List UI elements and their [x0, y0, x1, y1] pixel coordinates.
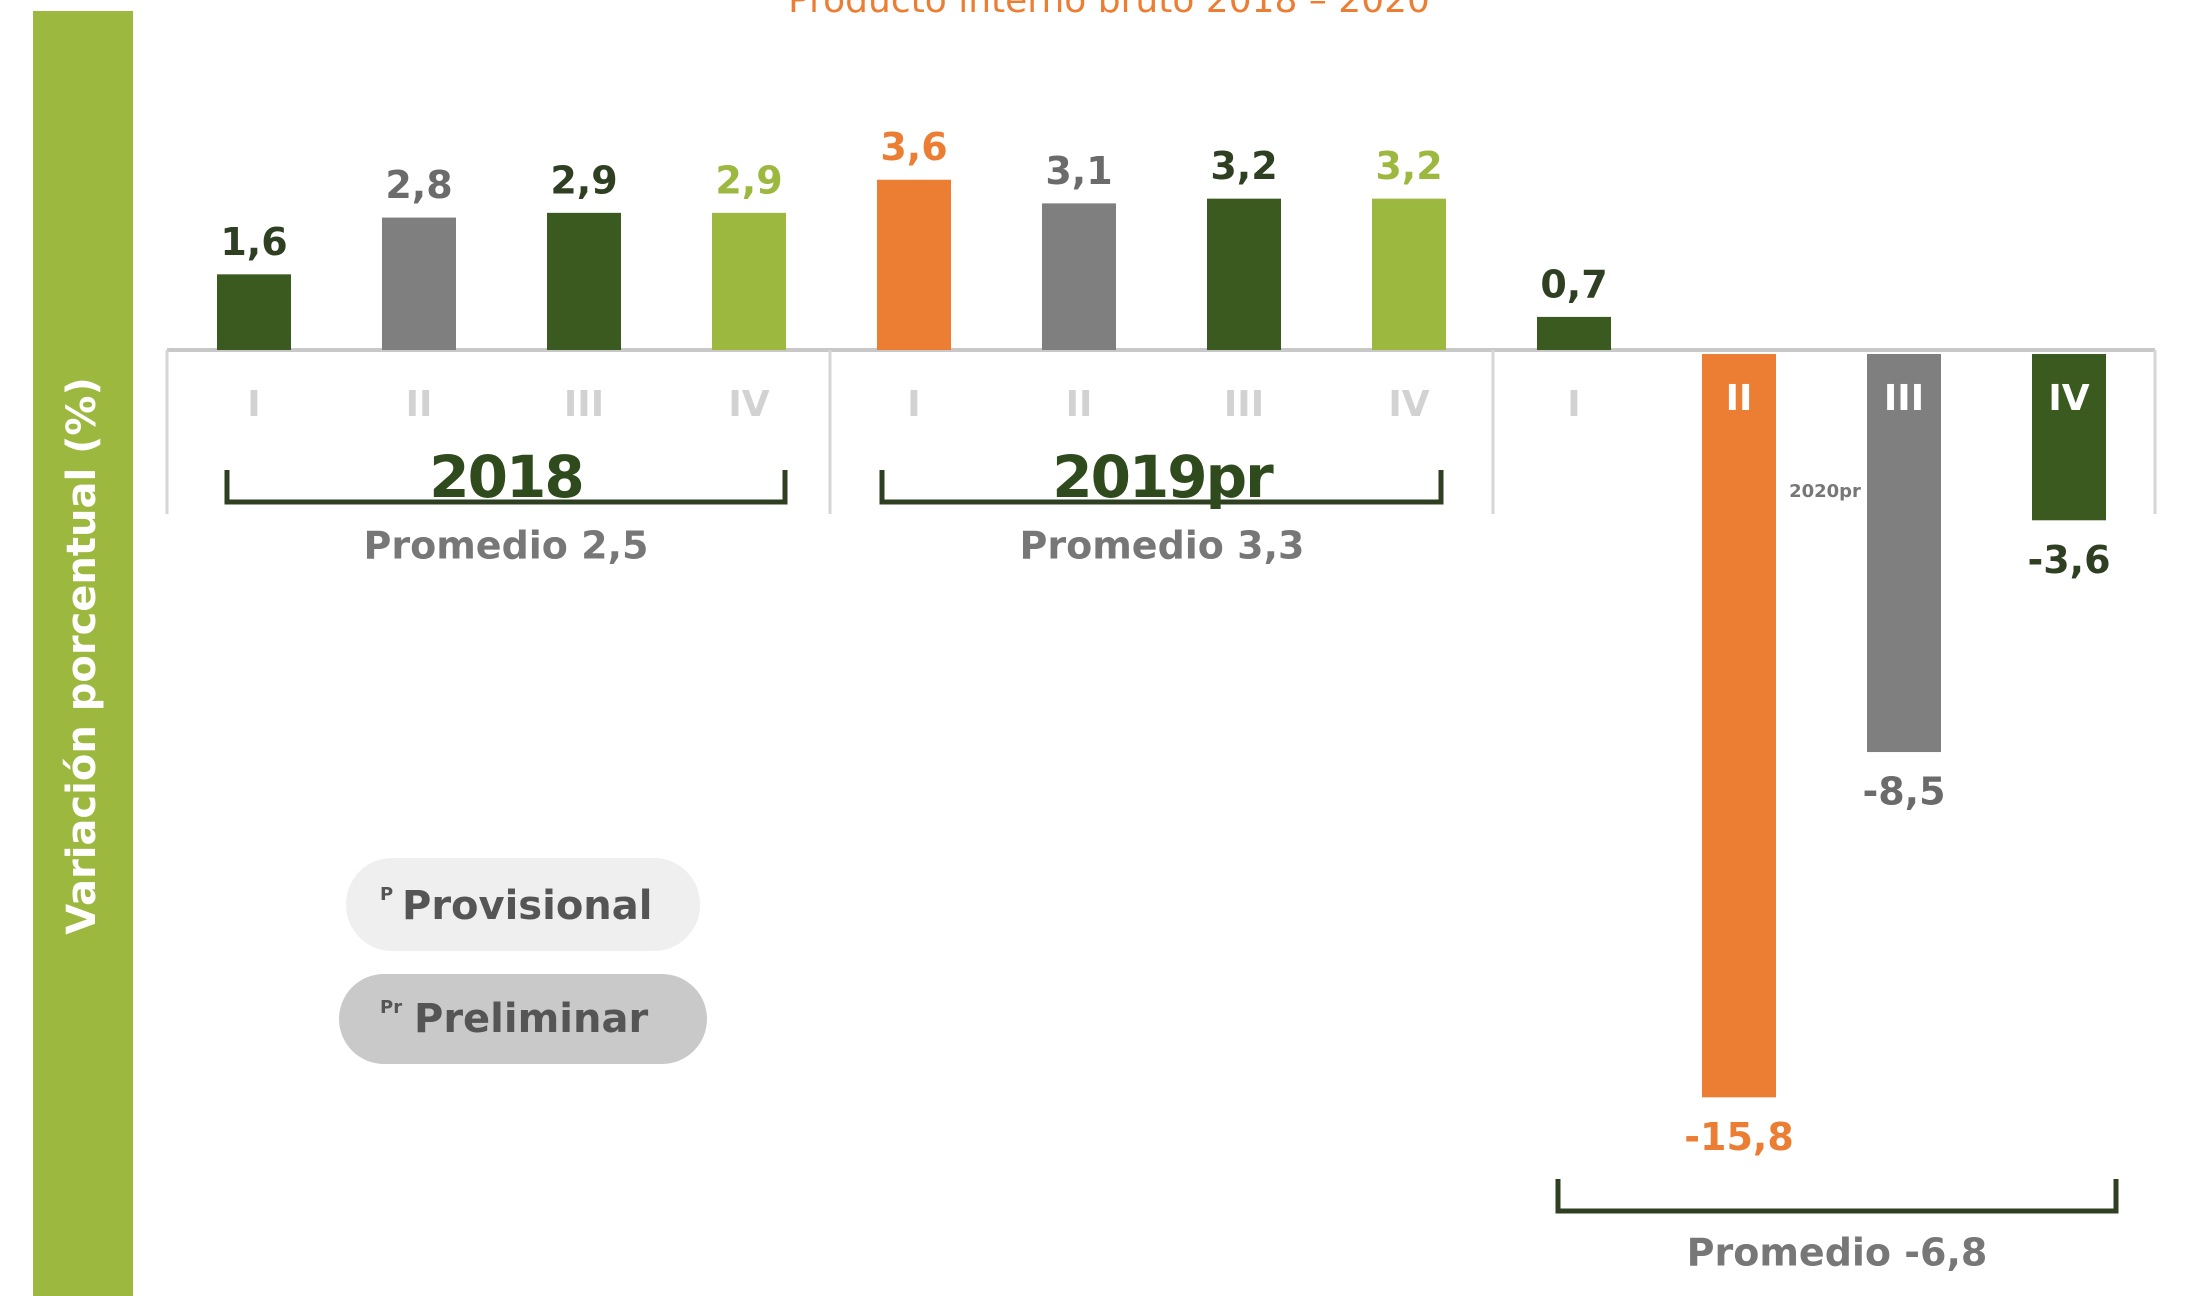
y-axis-label: Variación porcentual (%) — [59, 377, 105, 935]
legend-mark: P — [380, 884, 393, 905]
legend-mark: Pr — [380, 997, 402, 1018]
bar — [1042, 203, 1116, 351]
x-tick-label: III — [1884, 378, 1924, 419]
x-tick-label: I — [907, 384, 920, 425]
x-tick-label: II — [1726, 378, 1753, 419]
value-label: 3,2 — [1210, 144, 1277, 188]
bar — [1702, 354, 1776, 1098]
bar — [382, 217, 456, 351]
legend-text: Preliminar — [414, 996, 648, 1042]
legend-pill — [339, 974, 707, 1064]
bar — [547, 212, 621, 351]
x-tick-label: IV — [2048, 378, 2089, 419]
legend-text: Provisional — [402, 883, 653, 929]
x-tick-label: IV — [1388, 384, 1429, 425]
group-bracket — [224, 470, 788, 505]
bar — [712, 212, 786, 351]
bar — [2032, 354, 2106, 521]
value-label: 3,1 — [1045, 149, 1112, 193]
bar — [877, 179, 951, 351]
value-label: 2,9 — [550, 158, 617, 202]
value-label: -15,8 — [1684, 1115, 1794, 1159]
x-tick-label: II — [1066, 384, 1093, 425]
bar — [1867, 354, 1941, 753]
x-tick-label: III — [564, 384, 604, 425]
value-label: 3,2 — [1375, 144, 1442, 188]
y-label-band — [33, 11, 133, 1296]
group-bracket — [879, 470, 1444, 505]
bar — [1372, 198, 1446, 351]
group-label: 2020pr — [1789, 481, 1861, 502]
x-tick-label: II — [406, 384, 433, 425]
bar — [1207, 198, 1281, 351]
group-bracket — [1555, 1179, 2119, 1214]
value-label: 2,8 — [385, 163, 452, 207]
group-note: Promedio 3,3 — [1020, 524, 1305, 568]
value-label: 3,6 — [880, 125, 947, 169]
x-tick-label: I — [247, 384, 260, 425]
value-label: 2,9 — [715, 158, 782, 202]
bar — [217, 274, 291, 351]
value-label: -3,6 — [2027, 538, 2110, 582]
legend-pill — [346, 858, 700, 951]
group-label: 2018 — [429, 443, 582, 511]
bar — [1537, 316, 1611, 351]
value-label: -8,5 — [1862, 770, 1945, 814]
value-label: 0,7 — [1540, 262, 1607, 306]
chart-title: Producto interno bruto 2018 – 2020 — [788, 0, 1430, 21]
group-label: 2019pr — [1052, 443, 1274, 511]
x-tick-label: IV — [728, 384, 769, 425]
x-tick-label: III — [1224, 384, 1264, 425]
value-label: 1,6 — [220, 220, 287, 264]
group-note: Promedio -6,8 — [1687, 1231, 1988, 1275]
group-note: Promedio 2,5 — [364, 524, 649, 568]
x-tick-label: I — [1567, 384, 1580, 425]
